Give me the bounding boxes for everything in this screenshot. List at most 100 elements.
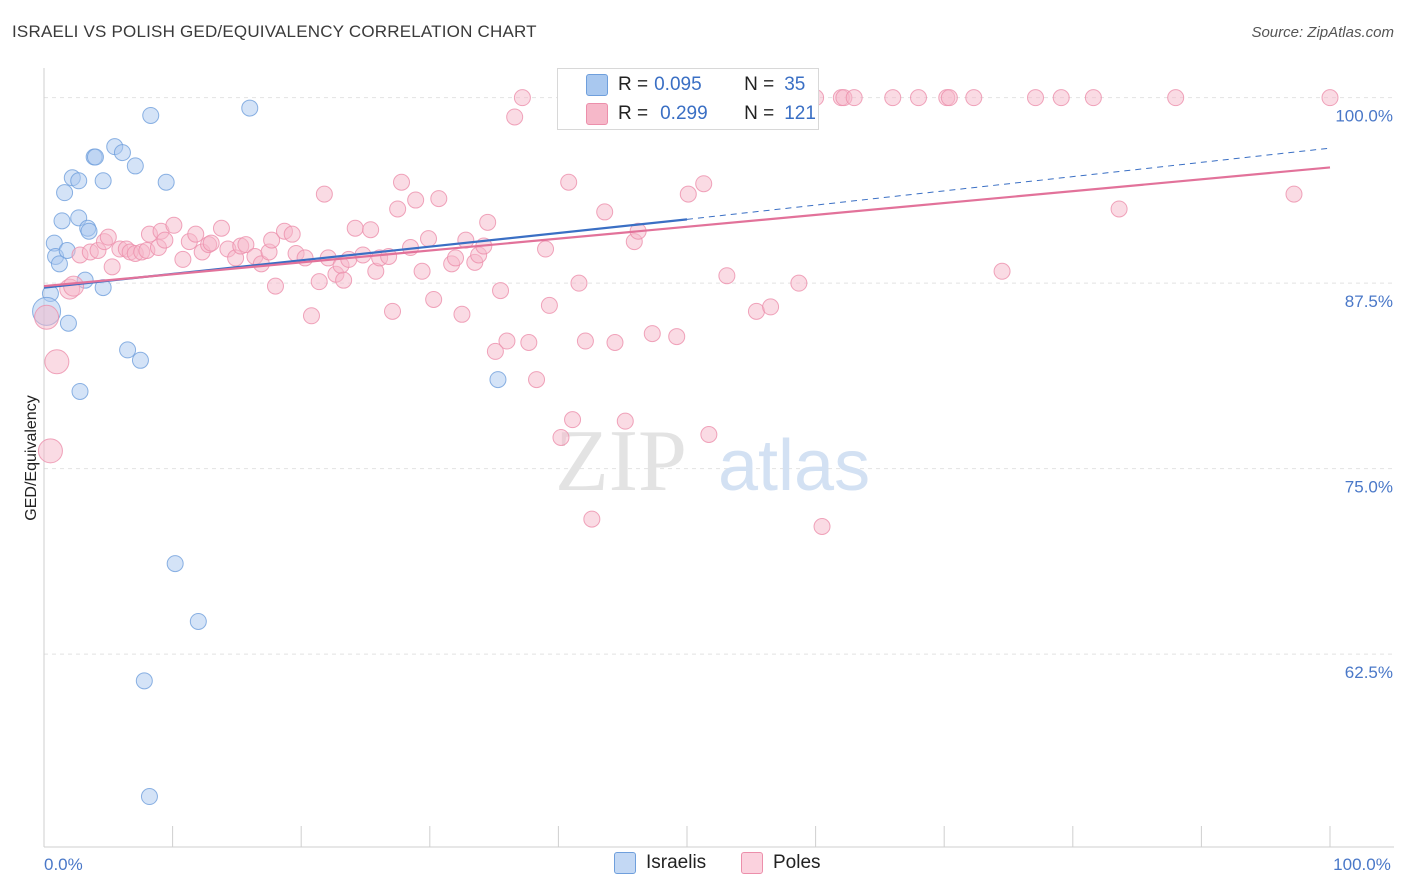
poles-point xyxy=(187,225,205,243)
israelis-point xyxy=(142,106,160,124)
israelis-point xyxy=(157,173,175,191)
poles-point xyxy=(202,234,220,252)
poles-point xyxy=(695,175,713,193)
poles-point xyxy=(909,89,927,107)
poles-point xyxy=(389,200,407,218)
poles-swatch xyxy=(586,103,608,125)
y-tick-label: 87.5% xyxy=(1345,292,1393,311)
poles-trend-line xyxy=(43,166,1331,288)
poles-point xyxy=(576,332,594,350)
data-points xyxy=(32,89,1339,806)
poles-point xyxy=(993,262,1011,280)
israelis-trend-extension xyxy=(686,147,1331,220)
legend-item-israelis: Israelis xyxy=(614,852,706,874)
source-credit: Source: ZipAtlas.com xyxy=(1251,24,1394,41)
israelis-point xyxy=(80,222,98,240)
poles-point xyxy=(700,426,718,444)
poles-point xyxy=(156,231,174,249)
legend-row-poles: R = 0.299 N = 121 xyxy=(558,100,816,128)
poles-point xyxy=(425,290,443,308)
poles-label: Poles xyxy=(773,852,821,873)
n-label: N = xyxy=(744,103,775,124)
y-tick-label: 62.5% xyxy=(1345,663,1393,682)
r-label: R = xyxy=(618,74,649,95)
poles-point xyxy=(520,334,538,352)
y-axis-label: GED/Equivalency xyxy=(23,395,40,520)
poles-point xyxy=(513,89,531,107)
israelis-point xyxy=(53,212,71,230)
poles-point xyxy=(1110,200,1128,218)
poles-point xyxy=(537,240,555,258)
poles-point xyxy=(420,230,438,248)
israelis-point xyxy=(94,172,112,190)
poles-point xyxy=(346,219,364,237)
poles-point xyxy=(564,411,582,429)
poles-point xyxy=(1167,89,1185,107)
series-legend: Israelis Poles xyxy=(0,852,1406,876)
israelis-point xyxy=(241,99,259,117)
israelis-point xyxy=(71,382,89,400)
stats-legend: R = 0.095 N = 35 R = 0.299 N = 121 xyxy=(557,68,819,130)
israelis-swatch xyxy=(614,852,636,874)
poles-point xyxy=(263,231,281,249)
poles-point xyxy=(570,274,588,292)
israelis-point xyxy=(489,371,507,389)
poles-point xyxy=(37,438,63,464)
poles-point xyxy=(1321,89,1339,107)
poles-point xyxy=(283,225,301,243)
y-tick-label: 100.0% xyxy=(1335,107,1393,126)
israelis-point xyxy=(126,157,144,175)
n-label: N = xyxy=(744,74,775,95)
poles-point xyxy=(174,250,192,268)
poles-point xyxy=(965,89,983,107)
israelis-point xyxy=(59,314,77,332)
israelis-point xyxy=(50,255,68,273)
poles-point xyxy=(718,267,736,285)
poles-point xyxy=(616,412,634,430)
poles-point xyxy=(845,89,863,107)
poles-point xyxy=(362,221,380,239)
israelis-point xyxy=(86,148,104,166)
poles-point xyxy=(1084,89,1102,107)
chart-title: ISRAELI VS POLISH GED/EQUIVALENCY CORREL… xyxy=(12,22,537,41)
r-value: 0.095 xyxy=(654,74,702,95)
poles-point xyxy=(506,108,524,126)
poles-point xyxy=(790,274,808,292)
poles-point xyxy=(212,219,230,237)
x-tick-label: 100.0% xyxy=(1333,855,1391,874)
poles-point xyxy=(44,349,70,375)
poles-point xyxy=(384,302,402,320)
poles-point xyxy=(560,173,578,191)
poles-point xyxy=(315,185,333,203)
poles-point xyxy=(583,510,601,528)
israelis-point xyxy=(189,612,207,630)
israelis-point xyxy=(70,172,88,190)
poles-point xyxy=(99,228,117,246)
poles-point xyxy=(528,371,546,389)
israelis-point xyxy=(56,184,74,202)
israelis-point xyxy=(119,341,137,359)
poles-point xyxy=(430,190,448,208)
poles-point xyxy=(1027,89,1045,107)
israelis-point xyxy=(131,351,149,369)
israelis-label: Israelis xyxy=(646,852,707,873)
poles-point xyxy=(1052,89,1070,107)
poles-point xyxy=(679,185,697,203)
poles-point xyxy=(498,332,516,350)
r-label: R = xyxy=(618,103,649,124)
y-tick-label: 75.0% xyxy=(1345,478,1393,497)
poles-point xyxy=(668,328,686,346)
poles-point xyxy=(762,298,780,316)
watermark-zip: ZIP xyxy=(555,413,687,510)
israelis-point xyxy=(135,672,153,690)
trend-lines xyxy=(43,147,1331,289)
poles-point xyxy=(884,89,902,107)
israelis-point xyxy=(113,144,131,162)
poles-point xyxy=(103,258,121,276)
x-tick-label: 0.0% xyxy=(44,855,83,874)
israelis-swatch xyxy=(586,74,608,96)
poles-point xyxy=(335,271,353,289)
n-value: 35 xyxy=(784,74,806,95)
poles-point xyxy=(940,89,958,107)
